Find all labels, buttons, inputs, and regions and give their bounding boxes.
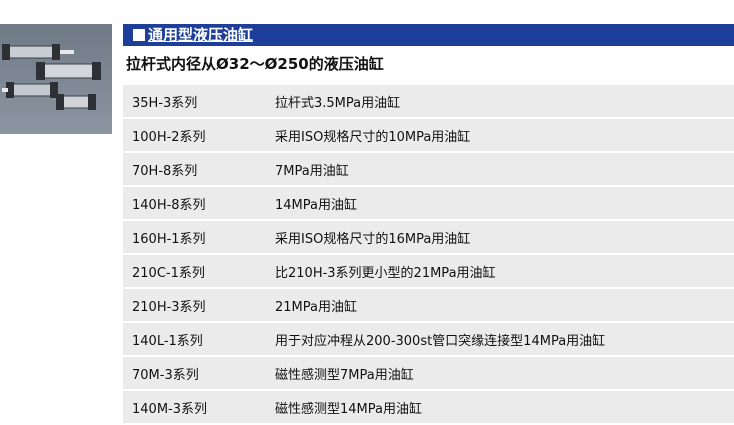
series-model[interactable]: 210H-3系列 (132, 299, 206, 315)
series-row: 160H-1系列 采用ISO规格尺寸的16MPa用油缸 (123, 221, 734, 255)
series-description: 采用ISO规格尺寸的16MPa用油缸 (275, 231, 471, 247)
banner-title[interactable]: 通用型液压油缸 (148, 26, 254, 44)
series-row: 140L-1系列 用于对应冲程从200-300st管口突缘连接型14MPa用油缸 (123, 323, 734, 357)
section-banner: 通用型液压油缸 (123, 24, 734, 46)
square-bullet-icon (133, 29, 145, 41)
series-model[interactable]: 160H-1系列 (132, 231, 206, 247)
section-subtitle: 拉杆式内径从Ø32～Ø250的液压油缸 (126, 55, 384, 73)
series-description: 采用ISO规格尺寸的10MPa用油缸 (275, 129, 471, 145)
series-model[interactable]: 70M-3系列 (132, 367, 199, 383)
series-row: 70M-3系列 磁性感测型7MPa用油缸 (123, 357, 734, 391)
series-model[interactable]: 70H-8系列 (132, 163, 198, 179)
series-row: 140M-3系列 磁性感测型14MPa用油缸 (123, 391, 734, 425)
series-row: 100H-2系列 采用ISO规格尺寸的10MPa用油缸 (123, 119, 734, 153)
series-description: 比210H-3系列更小型的21MPa用油缸 (275, 265, 496, 281)
series-row: 140H-8系列 14MPa用油缸 (123, 187, 734, 221)
series-row: 35H-3系列 拉杆式3.5MPa用油缸 (123, 85, 734, 119)
series-description: 拉杆式3.5MPa用油缸 (275, 95, 401, 111)
series-model[interactable]: 210C-1系列 (132, 265, 205, 281)
hydraulic-cylinder-image (2, 44, 101, 110)
series-description: 磁性感测型7MPa用油缸 (275, 367, 414, 383)
series-row: 210C-1系列 比210H-3系列更小型的21MPa用油缸 (123, 255, 734, 289)
product-thumbnail[interactable] (0, 24, 112, 134)
series-description: 14MPa用油缸 (275, 197, 357, 213)
series-list: 35H-3系列 拉杆式3.5MPa用油缸 100H-2系列 采用ISO规格尺寸的… (123, 85, 734, 425)
series-model[interactable]: 100H-2系列 (132, 129, 206, 145)
series-model[interactable]: 35H-3系列 (132, 95, 198, 111)
series-model[interactable]: 140L-1系列 (132, 333, 203, 349)
series-description: 7MPa用油缸 (275, 163, 349, 179)
series-description: 磁性感测型14MPa用油缸 (275, 401, 422, 417)
series-description: 用于对应冲程从200-300st管口突缘连接型14MPa用油缸 (275, 333, 606, 349)
series-description: 21MPa用油缸 (275, 299, 357, 315)
series-model[interactable]: 140H-8系列 (132, 197, 206, 213)
series-row: 210H-3系列 21MPa用油缸 (123, 289, 734, 323)
series-row: 70H-8系列 7MPa用油缸 (123, 153, 734, 187)
series-model[interactable]: 140M-3系列 (132, 401, 207, 417)
